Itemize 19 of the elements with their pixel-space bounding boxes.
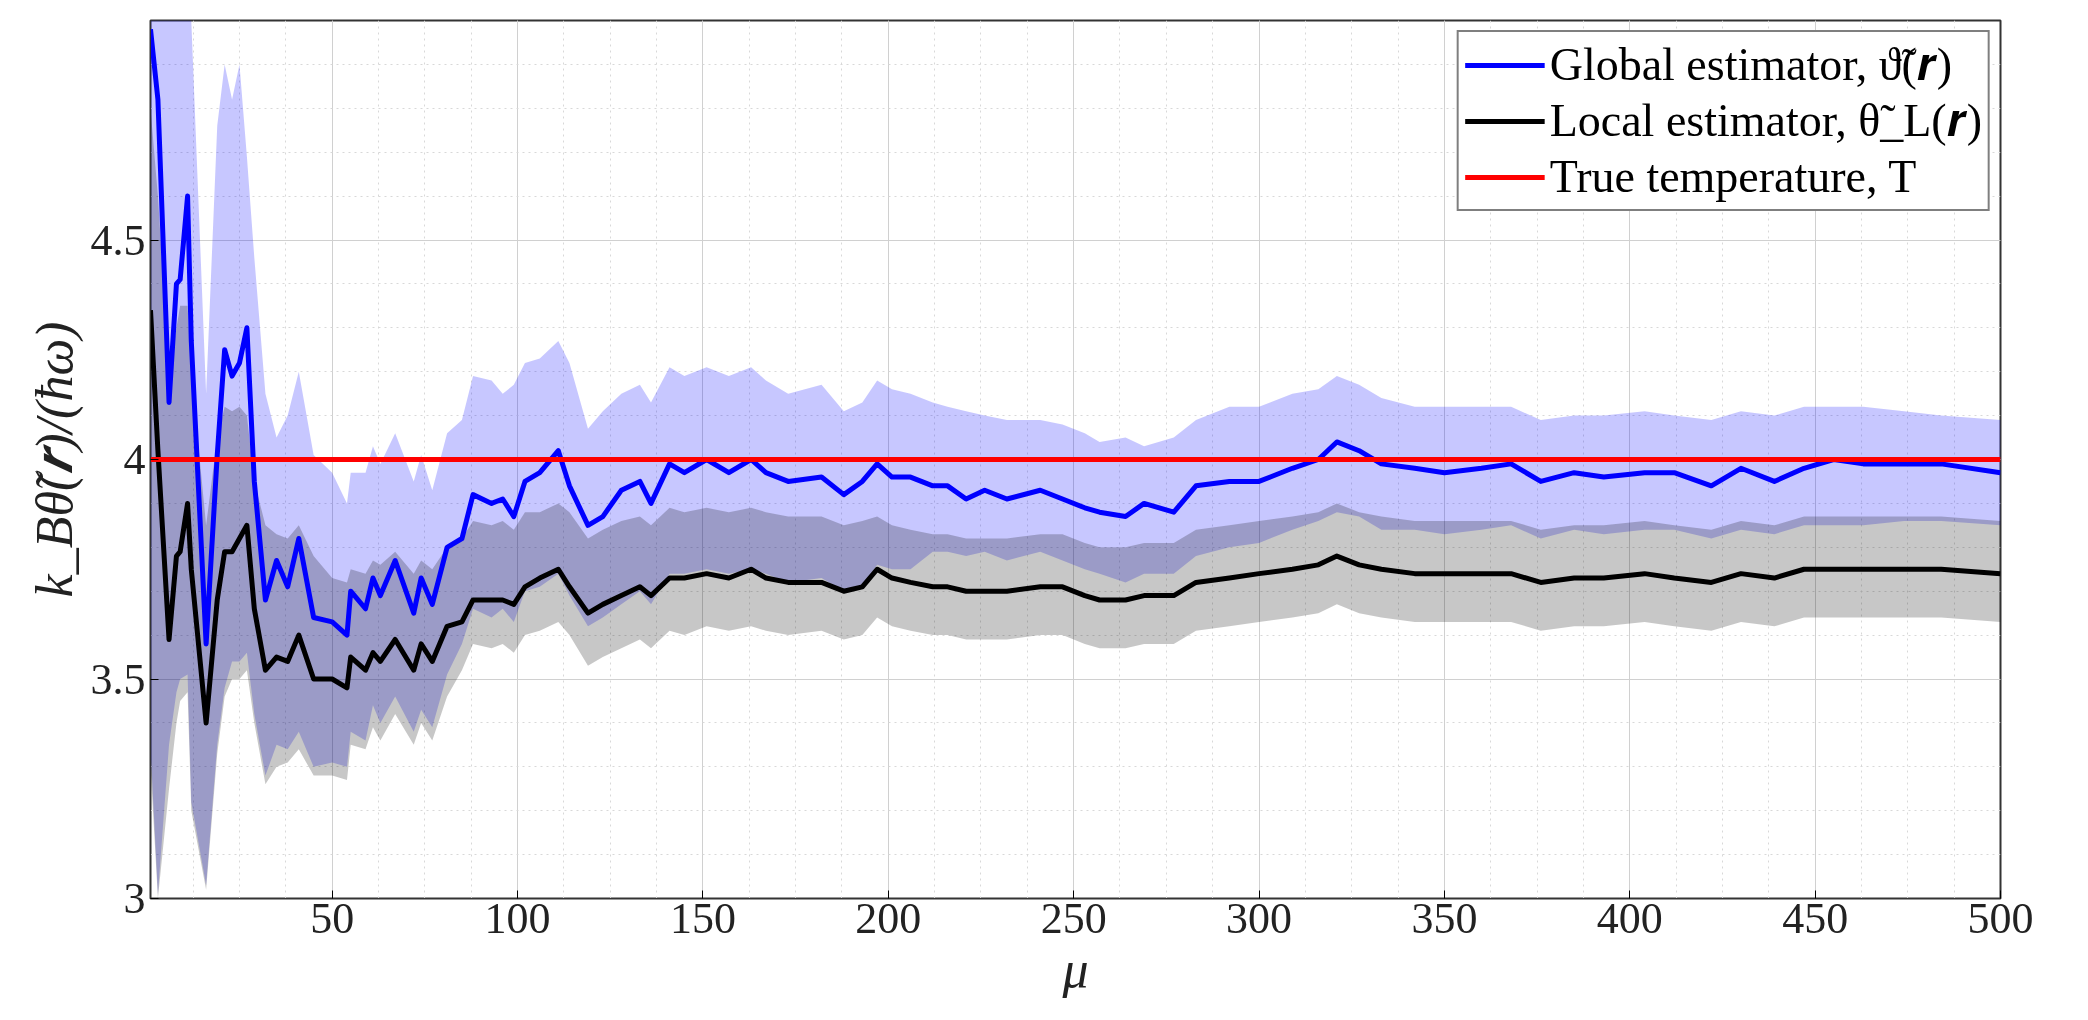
x-tick-label: 200	[855, 893, 922, 943]
x-tick-label: 100	[484, 893, 551, 943]
x-tick-label: 250	[1040, 893, 1107, 943]
legend-label: True temperature, T	[1549, 150, 1917, 203]
y-tick-label: 3	[123, 874, 146, 923]
legend-label: Local estimator, θ̃_L(𝒓)	[1549, 94, 1982, 148]
x-tick-label: 300	[1226, 893, 1293, 943]
x-axis-title: μ	[1061, 940, 1089, 998]
x-tick-label: 350	[1411, 893, 1478, 943]
x-tick-label: 150	[669, 893, 736, 943]
x-tick-label: 500	[1967, 893, 2034, 943]
y-tick-label: 4	[123, 435, 146, 484]
x-tick-label: 450	[1782, 893, 1849, 943]
legend-label: Global estimator, ϑ̃(𝒓)	[1549, 38, 1953, 92]
x-tick-label: 400	[1596, 893, 1663, 943]
y-tick-label: 4.5	[90, 215, 146, 265]
y-axis-title: k_Bθ̃(𝒓)/(ħω)	[25, 321, 84, 598]
y-tick-label: 3.5	[90, 654, 146, 704]
x-tick-label: 50	[310, 893, 355, 943]
